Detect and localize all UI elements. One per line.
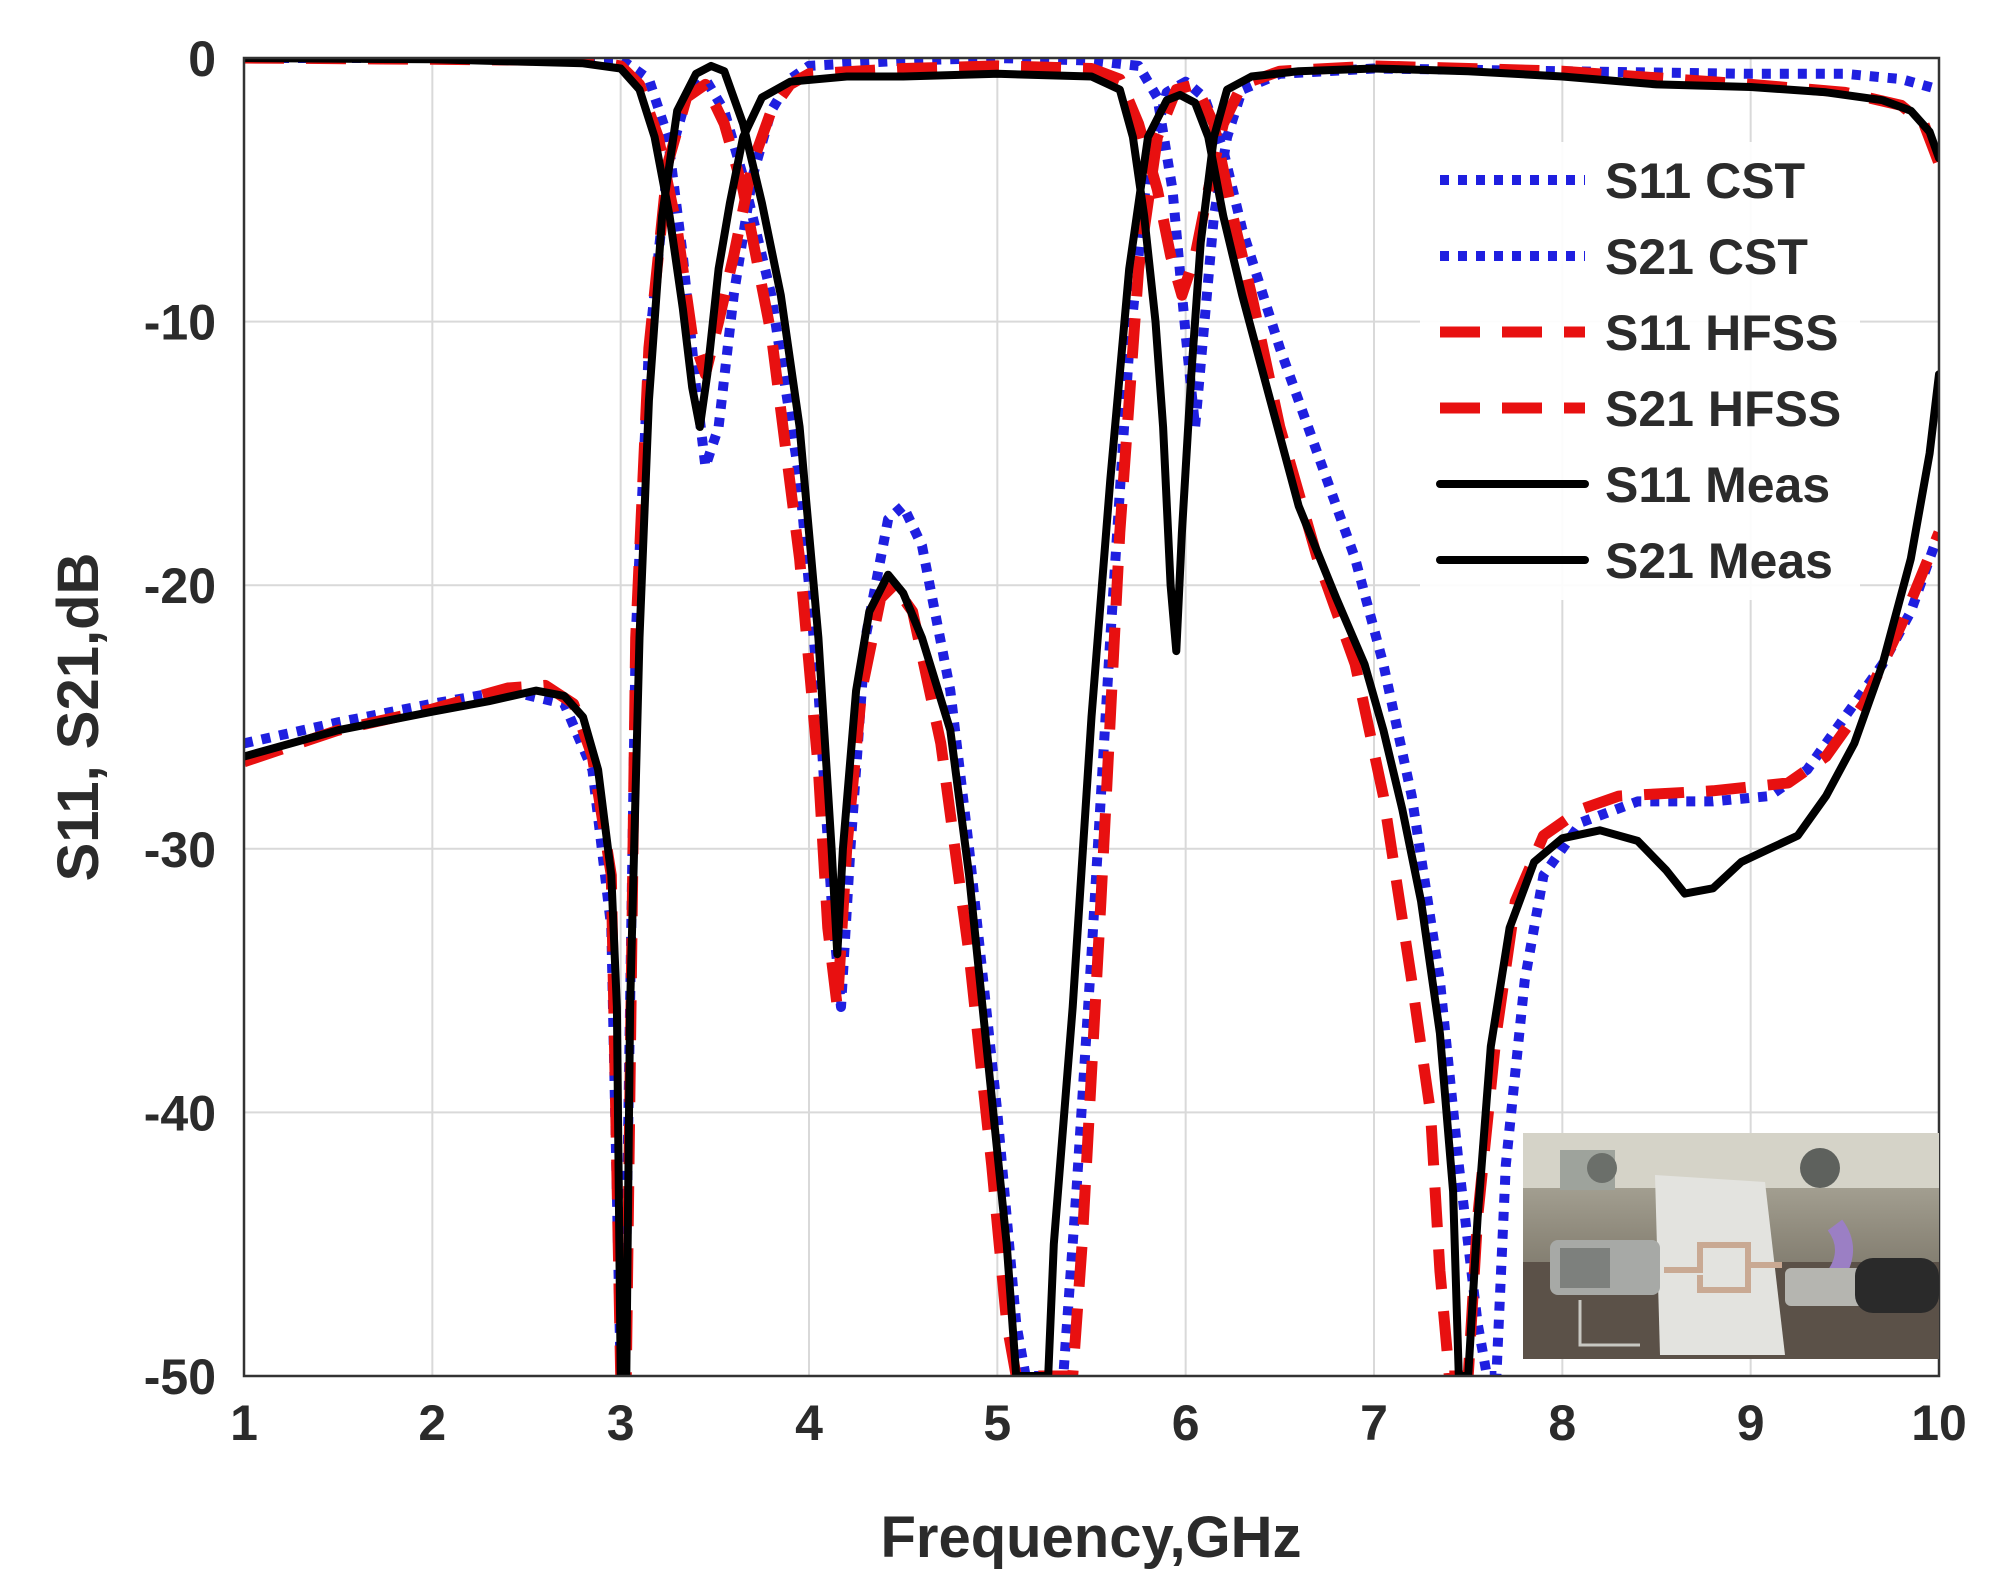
y-tick-label: -50 xyxy=(144,1349,216,1405)
y-tick-label: 0 xyxy=(188,31,216,87)
y-tick-label: -20 xyxy=(144,558,216,614)
series-line-s21-hfss xyxy=(244,58,1939,380)
legend-label-s11-hfss: S11 HFSS xyxy=(1605,305,1838,361)
legend-label-s11-meas: S11 Meas xyxy=(1605,457,1830,513)
x-tick-label: 10 xyxy=(1911,1395,1967,1451)
x-tick-label: 5 xyxy=(983,1395,1011,1451)
legend-label-s21-cst: S21 CST xyxy=(1605,229,1808,285)
y-tick-label: -10 xyxy=(144,295,216,351)
y-tick-labels: 0 -10 -20 -30 -40 -50 xyxy=(144,31,216,1405)
y-tick-label: -40 xyxy=(144,1085,216,1141)
y-axis-label: S11, S21,dB xyxy=(46,553,111,882)
x-tick-label: 2 xyxy=(418,1395,446,1451)
x-tick-label: 1 xyxy=(230,1395,258,1451)
x-tick-label: 8 xyxy=(1548,1395,1576,1451)
legend-label-s21-hfss: S21 HFSS xyxy=(1605,381,1841,437)
x-axis-label: Frequency,GHz xyxy=(880,1505,1301,1570)
plot-frame xyxy=(242,56,1941,1378)
legend-box xyxy=(1420,142,1860,600)
x-tick-label: 6 xyxy=(1172,1395,1200,1451)
x-tick-label: 7 xyxy=(1360,1395,1388,1451)
x-tick-labels: 1 2 3 4 5 6 7 8 9 10 xyxy=(230,1395,1967,1451)
x-tick-label: 9 xyxy=(1737,1395,1765,1451)
x-tick-label: 4 xyxy=(795,1395,823,1451)
series-line-s11-meas xyxy=(244,61,1939,1376)
legend: S11 CST S21 CST S11 HFSS S21 HFSS S11 Meas S2… xyxy=(1436,153,1841,589)
legend-label-s11-cst: S11 CST xyxy=(1605,153,1805,209)
series-group xyxy=(244,58,1939,1376)
x-tick-label: 3 xyxy=(607,1395,635,1451)
y-tick-label: -30 xyxy=(144,822,216,878)
series-line-s21-meas xyxy=(244,58,1939,656)
inset-photo xyxy=(1523,1133,1939,1359)
legend-label-s21-meas: S21 Meas xyxy=(1605,533,1833,589)
